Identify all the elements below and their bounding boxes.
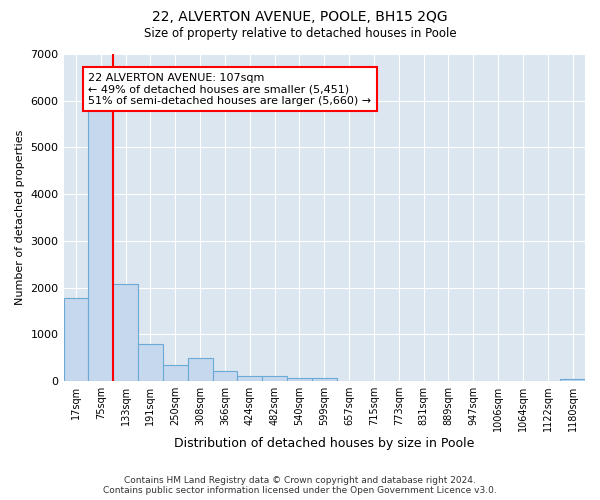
Bar (64, 298, 88, 381)
Bar (287, 378, 312, 381)
Y-axis label: Number of detached properties: Number of detached properties (15, 130, 25, 305)
Bar (113, 284, 138, 381)
Bar (88, 110, 113, 381)
Bar (138, 344, 163, 381)
Text: 22, ALVERTON AVENUE, POOLE, BH15 2QG: 22, ALVERTON AVENUE, POOLE, BH15 2QG (152, 10, 448, 24)
Bar (312, 378, 337, 381)
Text: Contains HM Land Registry data © Crown copyright and database right 2024.
Contai: Contains HM Land Registry data © Crown c… (103, 476, 497, 495)
Text: 22 ALVERTON AVENUE: 107sqm
← 49% of detached houses are smaller (5,451)
51% of s: 22 ALVERTON AVENUE: 107sqm ← 49% of deta… (88, 72, 371, 106)
Bar (238, 376, 262, 381)
Text: Size of property relative to detached houses in Poole: Size of property relative to detached ho… (143, 28, 457, 40)
Bar (212, 371, 238, 381)
Bar (560, 378, 585, 381)
Bar (188, 358, 212, 381)
Bar (262, 376, 287, 381)
Bar (163, 365, 188, 381)
X-axis label: Distribution of detached houses by size in Poole: Distribution of detached houses by size … (174, 437, 475, 450)
